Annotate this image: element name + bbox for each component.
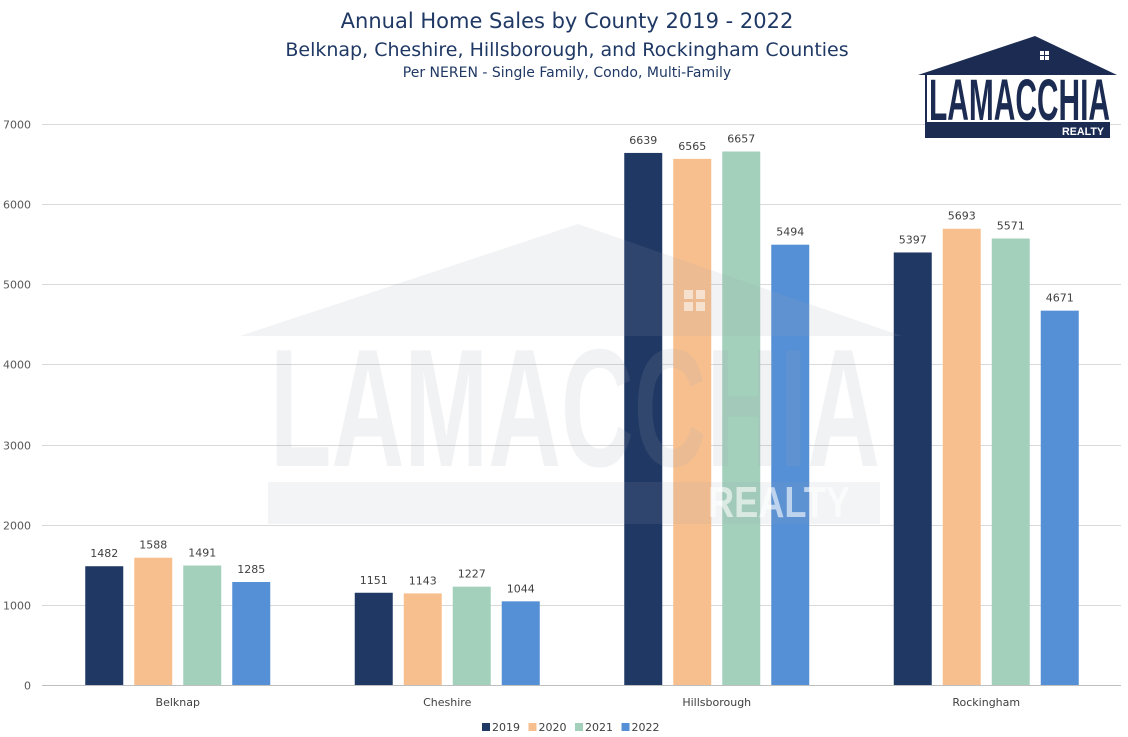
data-label-rockingham-2020: 5693	[948, 210, 976, 223]
legend-item-2021: 2021	[575, 721, 613, 734]
data-labels: 1482 1588 1491 1285 1151 1143 1227 1044 6639 6565…	[90, 132, 1074, 595]
window-icon	[1040, 51, 1049, 60]
x-axis: Belknap Cheshire Hillsborough Rockingham	[156, 696, 1021, 709]
chart-note: Per NEREN - Single Family, Condo, Multi-…	[403, 65, 731, 81]
x-tick-label: Belknap	[156, 696, 200, 709]
data-label-cheshire-2019: 1151	[360, 574, 388, 587]
y-tick-label: 5000	[3, 279, 31, 292]
y-tick-label: 4000	[3, 359, 31, 372]
y-tick-label: 6000	[3, 199, 31, 212]
legend-swatch	[482, 723, 490, 731]
x-tick-label: Hillsborough	[682, 696, 751, 709]
data-label-belknap-2022: 1285	[237, 563, 265, 576]
legend-label: 2021	[585, 721, 613, 734]
bar-hillsborough-2022	[771, 244, 810, 686]
data-label-hillsborough-2020: 6565	[678, 140, 706, 153]
data-label-cheshire-2020: 1143	[409, 574, 437, 587]
data-label-belknap-2020: 1588	[139, 539, 167, 552]
x-tick-label: Cheshire	[423, 696, 471, 709]
bar-cheshire-2021	[452, 586, 491, 685]
legend-label: 2019	[492, 721, 520, 734]
bar-cheshire-2022	[501, 601, 540, 685]
data-label-hillsborough-2022: 5494	[776, 226, 804, 239]
legend: 2019 2020 2021 2022	[482, 721, 660, 734]
legend-item-2019: 2019	[482, 721, 520, 734]
logo-tagline: REALTY	[1062, 126, 1105, 138]
data-label-cheshire-2021: 1227	[458, 568, 486, 581]
legend-swatch	[575, 723, 583, 731]
bar-rockingham-2022	[1040, 310, 1079, 685]
y-tick-label: 1000	[3, 600, 31, 613]
bar-rockingham-2020	[942, 228, 981, 686]
legend-item-2020: 2020	[528, 721, 567, 734]
house-roof-icon	[918, 36, 1117, 75]
y-tick-label: 7000	[3, 119, 31, 132]
legend-swatch	[528, 723, 537, 731]
data-label-rockingham-2022: 4671	[1046, 292, 1074, 305]
y-tick-label: 3000	[3, 440, 31, 453]
bar-belknap-2019	[85, 566, 124, 685]
bar-rockingham-2019	[893, 252, 932, 685]
data-label-belknap-2021: 1491	[188, 547, 216, 560]
data-label-hillsborough-2021: 6657	[727, 132, 755, 145]
data-label-hillsborough-2019: 6639	[629, 134, 657, 147]
chart-title: Annual Home Sales by County 2019 - 2022	[341, 9, 794, 33]
bar-belknap-2022	[232, 582, 271, 685]
bar-cheshire-2020	[403, 593, 442, 685]
bar-hillsborough-2021	[722, 151, 761, 685]
legend-label: 2020	[539, 721, 567, 734]
legend-item-2022: 2022	[621, 721, 660, 734]
gridlines	[42, 124, 1121, 686]
data-label-rockingham-2019: 5397	[899, 233, 927, 246]
y-tick-label: 2000	[3, 520, 31, 533]
bar-hillsborough-2019	[624, 152, 663, 685]
data-label-rockingham-2021: 5571	[997, 220, 1025, 233]
bar-cheshire-2019	[354, 592, 393, 685]
bar-rockingham-2021	[991, 238, 1030, 685]
y-tick-label: 0	[24, 680, 31, 693]
logo-bar	[925, 122, 1110, 138]
bar-belknap-2020	[134, 557, 173, 685]
data-label-cheshire-2022: 1044	[507, 582, 535, 595]
legend-label: 2022	[632, 721, 660, 734]
bars	[85, 151, 1079, 686]
legend-swatch	[621, 723, 630, 731]
bar-hillsborough-2020	[673, 158, 712, 686]
bar-belknap-2021	[183, 565, 222, 685]
y-axis: 0 1000 2000 3000 4000 5000 6000 7000	[3, 119, 31, 693]
chart-subtitle: Belknap, Cheshire, Hillsborough, and Roc…	[285, 39, 848, 61]
x-tick-label: Rockingham	[952, 696, 1020, 709]
brand-logo: LAMACCHIA REALTY	[918, 36, 1117, 138]
data-label-belknap-2019: 1482	[90, 547, 118, 560]
